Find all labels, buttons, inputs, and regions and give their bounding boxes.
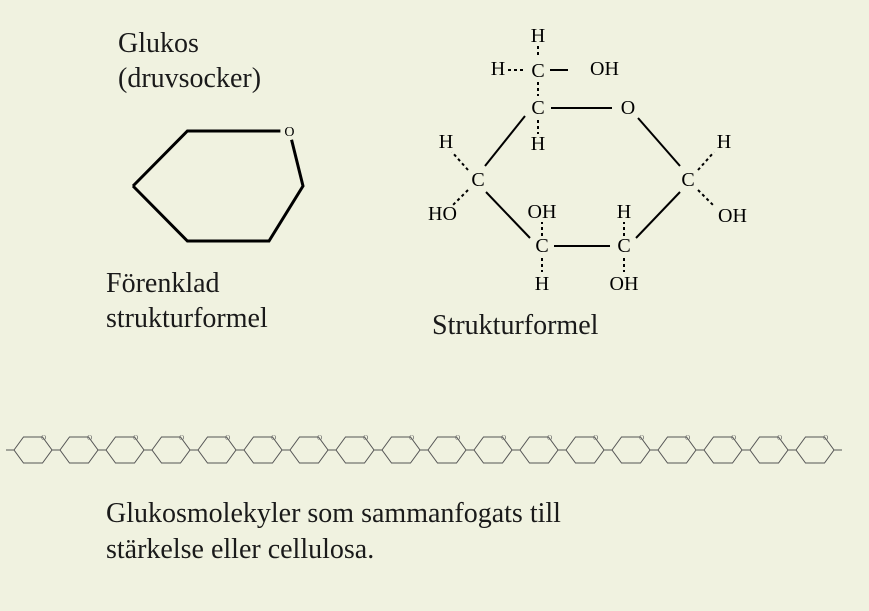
chain-o-label: O [225, 434, 230, 442]
atom-c5: C [531, 97, 544, 119]
chain-hexagon [428, 437, 466, 463]
atom-h-c2: H [617, 201, 631, 223]
chain-o-label: O [41, 434, 46, 442]
chain-hexagon [658, 437, 696, 463]
atom-h-topL: H [491, 58, 505, 80]
chain-hexagon [796, 437, 834, 463]
atom-c-top: C [531, 60, 544, 82]
atom-h-c3b: H [535, 273, 549, 295]
atom-h-top: H [531, 25, 545, 47]
chain-hexagon [704, 437, 742, 463]
chain-hexagon [60, 437, 98, 463]
atom-h-c1: H [717, 131, 731, 153]
chain-o-label: O [501, 434, 506, 442]
chain-o-label: O [363, 434, 368, 442]
atom-ho-c4: HO [428, 203, 457, 225]
bond [638, 118, 680, 166]
chain-o-label: O [179, 434, 184, 442]
chain-hexagon [152, 437, 190, 463]
chain-o-label: O [777, 434, 782, 442]
chain-o-label: O [593, 434, 598, 442]
chain-hexagon [520, 437, 558, 463]
atom-oh-c2: OH [610, 273, 639, 295]
chain-hexagon [750, 437, 788, 463]
chain-o-label: O [87, 434, 92, 442]
atom-o-ring: O [621, 97, 635, 119]
bottom-caption: Glukosmolekyler som sammanfogats till st… [106, 496, 561, 569]
chain-hexagon [244, 437, 282, 463]
bond [636, 192, 680, 238]
chain-hexagon [566, 437, 604, 463]
chain-o-label: O [731, 434, 736, 442]
bond [452, 152, 468, 170]
atom-c2: C [617, 235, 630, 257]
polymer-chain: OOOOOOOOOOOOOOOOOO [0, 420, 869, 480]
chain-hexagon [198, 437, 236, 463]
atom-c3: C [535, 235, 548, 257]
bond [486, 192, 530, 238]
chain-hexagon [106, 437, 144, 463]
chain-hexagon [336, 437, 374, 463]
atom-oh-c1: OH [718, 205, 747, 227]
chain-o-label: O [317, 434, 322, 442]
chain-o-label: O [547, 434, 552, 442]
atom-c1: C [681, 169, 694, 191]
bond [698, 190, 714, 206]
chain-o-label: O [455, 434, 460, 442]
chain-o-label: O [409, 434, 414, 442]
chain-hexagon [474, 437, 512, 463]
atom-h-c5: H [531, 133, 545, 155]
chain-o-label: O [639, 434, 644, 442]
bottom-caption-l1: Glukosmolekyler som sammanfogats till [106, 496, 561, 532]
atom-oh-top: OH [590, 58, 619, 80]
bond [485, 116, 525, 166]
atom-c4: C [471, 169, 484, 191]
bond [698, 152, 714, 170]
chain-hexagon [290, 437, 328, 463]
chain-hexagon [14, 437, 52, 463]
chain-o-label: O [685, 434, 690, 442]
chain-hexagon [382, 437, 420, 463]
chain-o-label: O [271, 434, 276, 442]
bottom-caption-l2: stärkelse eller cellulosa. [106, 532, 561, 568]
atom-oh-c3: OH [528, 201, 557, 223]
chain-o-label: O [133, 434, 138, 442]
structural-caption: Strukturformel [432, 310, 598, 342]
atom-h-c4: H [439, 131, 453, 153]
chain-hexagon [612, 437, 650, 463]
chain-o-label: O [823, 434, 828, 442]
